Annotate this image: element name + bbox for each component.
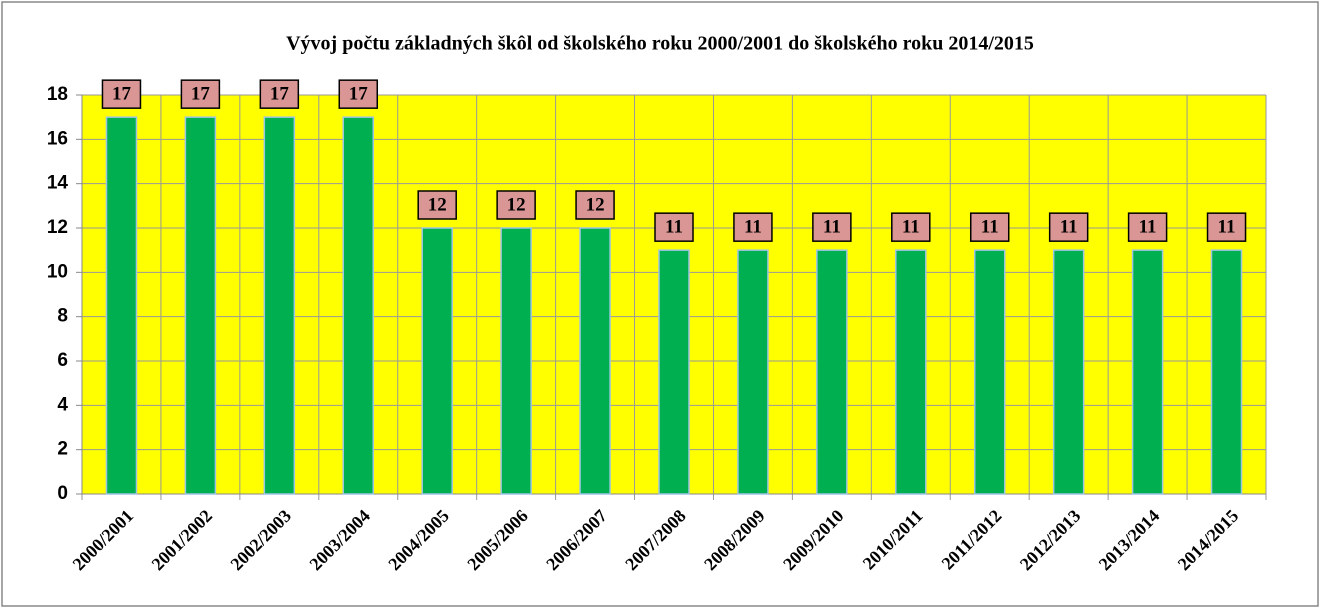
data-label: 11 <box>665 217 683 238</box>
data-label: 11 <box>1060 217 1078 238</box>
data-label: 17 <box>270 84 290 105</box>
data-label-box <box>654 212 694 242</box>
data-label: 11 <box>1139 217 1157 238</box>
data-label-box <box>496 190 536 220</box>
data-label-box <box>1048 212 1089 242</box>
y-tick-label: 14 <box>47 173 69 194</box>
data-label-box <box>575 190 615 220</box>
data-label-box <box>733 212 773 242</box>
y-tick-label: 6 <box>57 350 68 371</box>
data-label: 12 <box>507 194 526 215</box>
data-label-box <box>259 79 300 109</box>
bar <box>1131 249 1164 495</box>
bar <box>816 249 848 495</box>
bar <box>421 227 453 495</box>
bar <box>342 116 375 495</box>
data-label-box <box>101 79 142 109</box>
data-label-box <box>891 212 931 242</box>
data-label: 12 <box>586 194 605 215</box>
y-tick-label: 0 <box>57 483 68 504</box>
data-label: 12 <box>428 194 447 215</box>
bar <box>105 116 138 495</box>
data-label-box <box>812 212 852 242</box>
y-tick-label: 18 <box>47 84 68 105</box>
bar <box>500 227 532 495</box>
y-tick-label: 4 <box>57 394 68 415</box>
y-tick-label: 16 <box>47 128 68 149</box>
data-label: 17 <box>112 84 132 105</box>
bar <box>973 249 1006 495</box>
data-label-box <box>417 190 457 220</box>
bar <box>1210 249 1243 495</box>
bar <box>895 249 927 495</box>
data-label-box <box>1127 212 1168 242</box>
data-label: 11 <box>902 217 920 238</box>
bar <box>658 249 690 495</box>
bar <box>1052 249 1085 495</box>
data-label: 17 <box>191 84 211 105</box>
data-label-box <box>1206 212 1247 242</box>
y-tick-label: 8 <box>57 306 68 327</box>
data-label: 11 <box>1218 217 1236 238</box>
data-label: 11 <box>744 217 762 238</box>
data-label: 11 <box>823 217 841 238</box>
data-label-box <box>969 212 1010 242</box>
bar <box>737 249 769 495</box>
data-label: 11 <box>981 217 999 238</box>
y-tick-label: 2 <box>57 439 68 460</box>
bar <box>579 227 611 495</box>
bar <box>184 116 217 495</box>
y-tick-label: 12 <box>47 217 68 238</box>
data-label-box <box>338 79 379 109</box>
bar <box>263 116 296 495</box>
y-tick-label: 10 <box>47 261 68 282</box>
chart-title: Vývoj počtu základných škôl od školského… <box>286 33 1034 55</box>
data-label: 17 <box>349 84 369 105</box>
data-label-box <box>180 79 221 109</box>
